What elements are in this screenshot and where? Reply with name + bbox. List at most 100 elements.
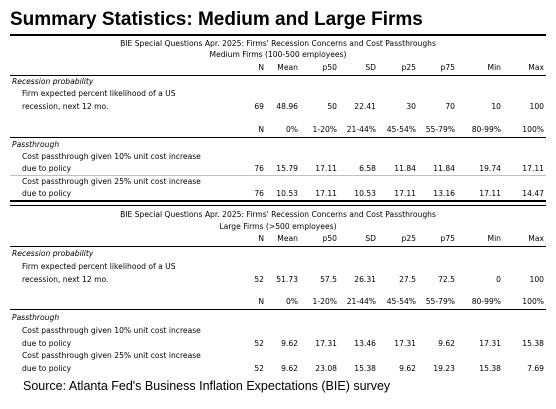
pt10-n: 52 bbox=[254, 339, 264, 348]
header-mean: Mean bbox=[277, 63, 298, 72]
pt10-100: 17.11 bbox=[522, 164, 544, 173]
pt10-55-79: 11.84 bbox=[433, 164, 455, 173]
bucket-1-20: 1-20% bbox=[312, 297, 337, 306]
pt25-80-99: 15.38 bbox=[479, 364, 501, 373]
bucket-header-row: N 0% 1-20% 21-44% 45-54% 55-79% 80-99% 1… bbox=[10, 125, 546, 135]
header-p50: p50 bbox=[322, 234, 337, 243]
recession-p25: 27.5 bbox=[399, 275, 416, 284]
recession-label-line2: recession, next 12 mo. bbox=[22, 102, 109, 111]
pt10-row: due to policy 76 15.79 17.11 6.58 11.84 … bbox=[10, 164, 546, 174]
source-note: Source: Atlanta Fed's Business Inflation… bbox=[23, 379, 391, 393]
section-passthrough: Passthrough bbox=[12, 140, 60, 149]
recession-label-line1: Firm expected percent likelihood of a US bbox=[22, 262, 176, 271]
bucket-45-54: 45-54% bbox=[386, 125, 416, 134]
header-mean: Mean bbox=[277, 234, 298, 243]
bucket-header-row: N 0% 1-20% 21-44% 45-54% 55-79% 80-99% 1… bbox=[10, 297, 546, 307]
table-subheading: Large Firms (>500 employees) bbox=[219, 222, 337, 231]
recession-p25: 30 bbox=[406, 102, 416, 111]
bucket-100: 100% bbox=[522, 297, 544, 306]
bucket-n: N bbox=[258, 297, 264, 306]
recession-row: recession, next 12 mo. 69 48.96 50 22.41… bbox=[10, 102, 546, 112]
pt25-0: 9.62 bbox=[281, 364, 298, 373]
header-p25: p25 bbox=[401, 234, 416, 243]
recession-sd: 26.31 bbox=[354, 275, 376, 284]
pt10-0: 9.62 bbox=[281, 339, 298, 348]
table-heading: BIE Special Questions Apr. 2025: Firms' … bbox=[120, 210, 436, 219]
recession-row: recession, next 12 mo. 52 51.73 57.5 26.… bbox=[10, 275, 546, 285]
recession-mean: 51.73 bbox=[276, 275, 298, 284]
header-rule bbox=[10, 246, 546, 247]
recession-p50: 57.5 bbox=[320, 275, 337, 284]
table-top-rule bbox=[10, 34, 546, 36]
recession-p75: 72.5 bbox=[438, 275, 455, 284]
section-passthrough: Passthrough bbox=[12, 313, 60, 322]
pt25-55-79: 19.23 bbox=[433, 364, 455, 373]
table-top-rule bbox=[10, 205, 546, 206]
header-n: N bbox=[258, 234, 264, 243]
header-p50: p50 bbox=[322, 63, 337, 72]
pt10-21-44: 13.46 bbox=[354, 339, 376, 348]
header-p25: p25 bbox=[401, 63, 416, 72]
bucket-55-79: 55-79% bbox=[425, 125, 455, 134]
header-max: Max bbox=[528, 63, 544, 72]
pt25-label-line2: due to policy bbox=[22, 364, 72, 373]
pt10-label-line1: Cost passthrough given 10% unit cost inc… bbox=[22, 326, 201, 335]
bucket-n: N bbox=[258, 125, 264, 134]
recession-label-line2: recession, next 12 mo. bbox=[22, 275, 109, 284]
header-sd: SD bbox=[365, 63, 376, 72]
pt10-row: due to policy 52 9.62 17.31 13.46 17.31 … bbox=[10, 339, 546, 349]
section-recession-probability: Recession probability bbox=[12, 77, 94, 86]
bucket-55-79: 55-79% bbox=[425, 297, 455, 306]
recession-max: 100 bbox=[529, 102, 545, 111]
medium-firms-table: BIE Special Questions Apr. 2025: Firms' … bbox=[10, 34, 546, 202]
pt25-21-44: 10.53 bbox=[354, 189, 376, 198]
pt25-45-54: 17.11 bbox=[394, 189, 416, 198]
pt25-0: 10.53 bbox=[276, 189, 298, 198]
pt10-80-99: 19.74 bbox=[479, 164, 501, 173]
bucket-0: 0% bbox=[285, 297, 298, 306]
recession-sd: 22.41 bbox=[354, 102, 376, 111]
stat-header-row: N Mean p50 SD p25 p75 Min Max bbox=[10, 63, 546, 73]
pt10-1-20: 17.11 bbox=[315, 164, 337, 173]
recession-n: 69 bbox=[254, 102, 264, 111]
recession-p75: 70 bbox=[445, 102, 455, 111]
pt25-1-20: 23.08 bbox=[315, 364, 337, 373]
header-n: N bbox=[258, 63, 264, 72]
bucket-80-99: 80-99% bbox=[471, 297, 501, 306]
pt25-label-line1: Cost passthrough given 25% unit cost inc… bbox=[22, 177, 201, 186]
bucket-rule bbox=[10, 309, 546, 310]
large-firms-table: BIE Special Questions Apr. 2025: Firms' … bbox=[10, 205, 546, 375]
header-rule bbox=[10, 75, 546, 76]
pt25-row: due to policy 52 9.62 23.08 15.38 9.62 1… bbox=[10, 364, 546, 374]
pt25-100: 7.69 bbox=[527, 364, 544, 373]
pt25-21-44: 15.38 bbox=[354, 364, 376, 373]
pt25-55-79: 13.16 bbox=[433, 189, 455, 198]
pt25-80-99: 17.11 bbox=[479, 189, 501, 198]
pt25-n: 76 bbox=[254, 189, 264, 198]
bucket-rule bbox=[10, 137, 546, 138]
header-p75: p75 bbox=[440, 63, 455, 72]
recession-n: 52 bbox=[254, 275, 264, 284]
bucket-1-20: 1-20% bbox=[312, 125, 337, 134]
pt25-100: 14.47 bbox=[522, 189, 544, 198]
pt10-0: 15.79 bbox=[276, 164, 298, 173]
bucket-21-44: 21-44% bbox=[346, 125, 376, 134]
recession-max: 100 bbox=[529, 275, 545, 284]
pt10-45-54: 11.84 bbox=[394, 164, 416, 173]
pt10-45-54: 17.31 bbox=[394, 339, 416, 348]
pt10-label-line2: due to policy bbox=[22, 164, 72, 173]
pt10-1-20: 17.31 bbox=[315, 339, 337, 348]
pt25-label-line2: due to policy bbox=[22, 189, 72, 198]
pt10-55-79: 9.62 bbox=[438, 339, 455, 348]
pt10-label-line1: Cost passthrough given 10% unit cost inc… bbox=[22, 152, 201, 161]
recession-label-line1: Firm expected percent likelihood of a US bbox=[22, 89, 176, 98]
bucket-21-44: 21-44% bbox=[346, 297, 376, 306]
pt10-100: 15.38 bbox=[522, 339, 544, 348]
bucket-45-54: 45-54% bbox=[386, 297, 416, 306]
header-sd: SD bbox=[365, 234, 376, 243]
pt25-1-20: 17.11 bbox=[315, 189, 337, 198]
header-p75: p75 bbox=[440, 234, 455, 243]
pt25-row: due to policy 76 10.53 17.11 10.53 17.11… bbox=[10, 189, 546, 199]
bucket-80-99: 80-99% bbox=[471, 125, 501, 134]
pt10-80-99: 17.31 bbox=[479, 339, 501, 348]
